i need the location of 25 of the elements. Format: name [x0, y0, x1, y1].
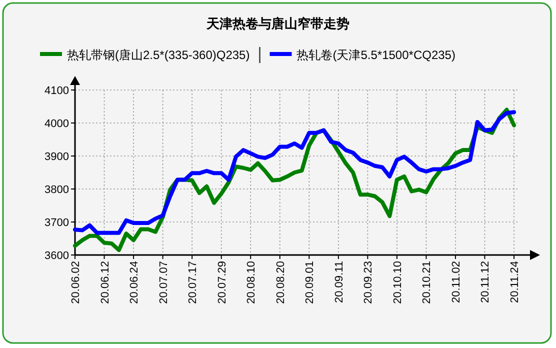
y-tick-label: 4000: [44, 118, 69, 130]
x-tick-label: 20.10.10: [392, 261, 404, 304]
chart-title: 天津热卷与唐山窄带走势: [206, 16, 350, 31]
x-tick-label: 20.06.24: [128, 261, 141, 304]
x-tick-label: 20.11.24: [509, 261, 521, 304]
x-tick-label: 20.09.11: [333, 261, 346, 304]
x-tick-label: 20.06.12: [99, 261, 112, 304]
y-tick-label: 3700: [44, 217, 69, 229]
x-tick-label: 20.11.12: [480, 261, 492, 304]
legend-label: 热轧带钢(唐山2.5*(335-360)Q235): [67, 48, 250, 62]
x-tick-label: 20.11.02: [450, 261, 462, 304]
x-tick-label: 20.08.20: [274, 261, 287, 304]
y-tick-label: 3900: [44, 151, 69, 163]
x-tick-label: 20.10.21: [421, 261, 434, 304]
y-tick-label: 4100: [44, 85, 69, 97]
x-tick-label: 20.07.07: [158, 261, 170, 304]
x-tick-label: 20.07.17: [187, 261, 200, 304]
y-tick-label: 3600: [44, 250, 69, 262]
y-tick-label: 3800: [44, 184, 69, 196]
legend-label: 热轧卷(天津5.5*1500*CQ235): [296, 48, 456, 62]
x-tick-label: 20.07.29: [216, 261, 228, 304]
x-tick-label: 20.09.01: [304, 261, 316, 304]
x-tick-label: 20.08.10: [246, 261, 258, 304]
x-tick-label: 20.06.02: [70, 261, 82, 304]
x-tick-label: 20.09.23: [362, 261, 375, 304]
